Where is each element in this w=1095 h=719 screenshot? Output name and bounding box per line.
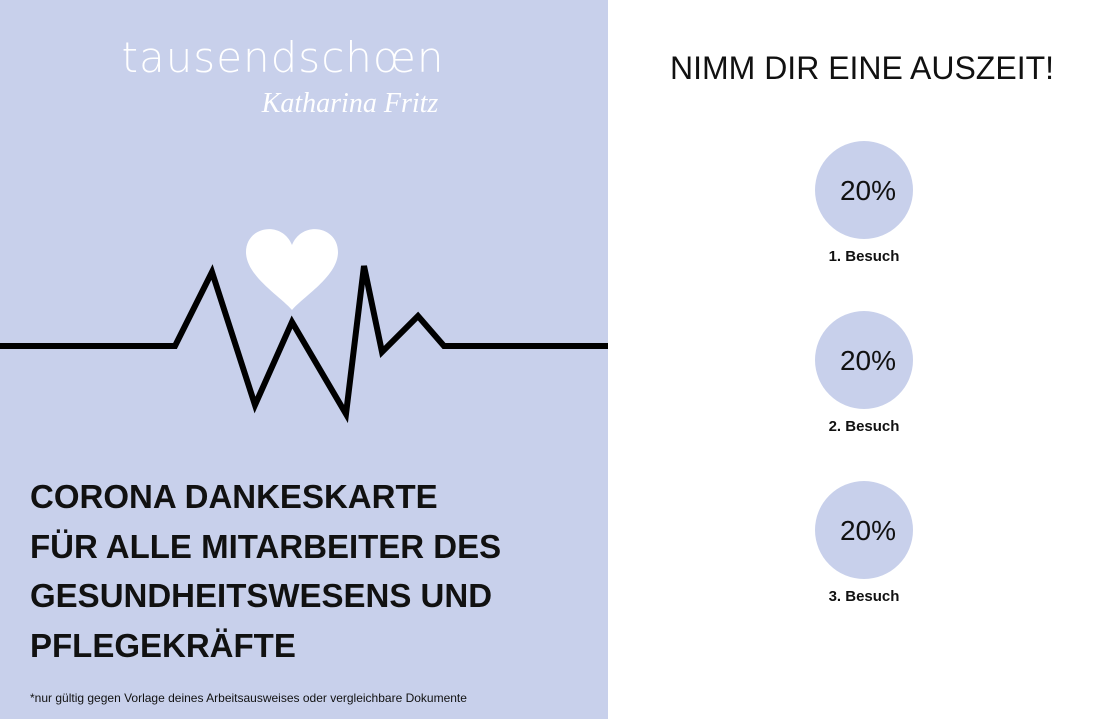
headline-line: FÜR ALLE MITARBEITER DES <box>30 528 501 565</box>
voucher-circle <box>815 141 913 239</box>
voucher-discount: 20% <box>840 515 896 546</box>
offer-title: NIMM DIR EINE AUSZEIT! <box>670 50 1054 86</box>
voucher-label: 1. Besuch <box>829 248 900 265</box>
voucher-circle <box>815 481 913 579</box>
brand-name: tausendschœn <box>121 33 444 82</box>
voucher-label: 3. Besuch <box>829 588 900 605</box>
headline: CORONA DANKESKARTE FÜR ALLE MITARBEITER … <box>30 478 501 664</box>
headline-line: GESUNDHEITSWESENS UND <box>30 577 492 614</box>
voucher-circle <box>815 311 913 409</box>
voucher-discount: 20% <box>840 175 896 206</box>
brand-signature: Katharina Fritz <box>261 88 439 119</box>
heart-icon <box>246 229 338 310</box>
headline-line: CORONA DANKESKARTE <box>30 478 438 515</box>
voucher-list: 20% 1. Besuch 20% 2. Besuch 20% 3. Besuch <box>815 141 913 605</box>
voucher-label: 2. Besuch <box>829 418 900 435</box>
heartbeat-line <box>0 264 608 424</box>
voucher-discount: 20% <box>840 345 896 376</box>
footnote: *nur gültig gegen Vorlage deines Arbeits… <box>30 691 467 705</box>
headline-line: PFLEGEKRÄFTE <box>30 627 296 664</box>
left-panel <box>0 0 608 719</box>
